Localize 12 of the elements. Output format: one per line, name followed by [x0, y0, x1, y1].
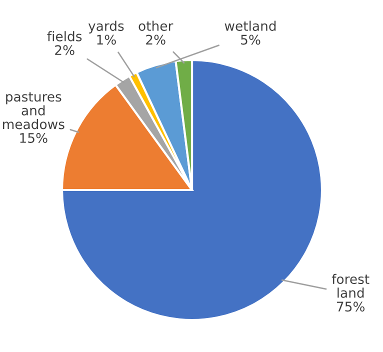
data-label: 1%	[97, 34, 116, 45]
data-label: 5%	[241, 34, 260, 45]
slice-label: pastures and meadows	[3, 92, 64, 130]
data-label: 75%	[337, 302, 365, 312]
slice-label: other	[138, 20, 174, 31]
slice-label: yards	[88, 20, 124, 34]
data-label: 15%	[20, 133, 48, 143]
slice-label: fields	[47, 31, 82, 42]
data-label: 2%	[146, 34, 166, 45]
slice-label: wetland	[224, 20, 276, 31]
slice-label: forest land	[332, 274, 370, 298]
data-label: 2%	[55, 45, 74, 56]
